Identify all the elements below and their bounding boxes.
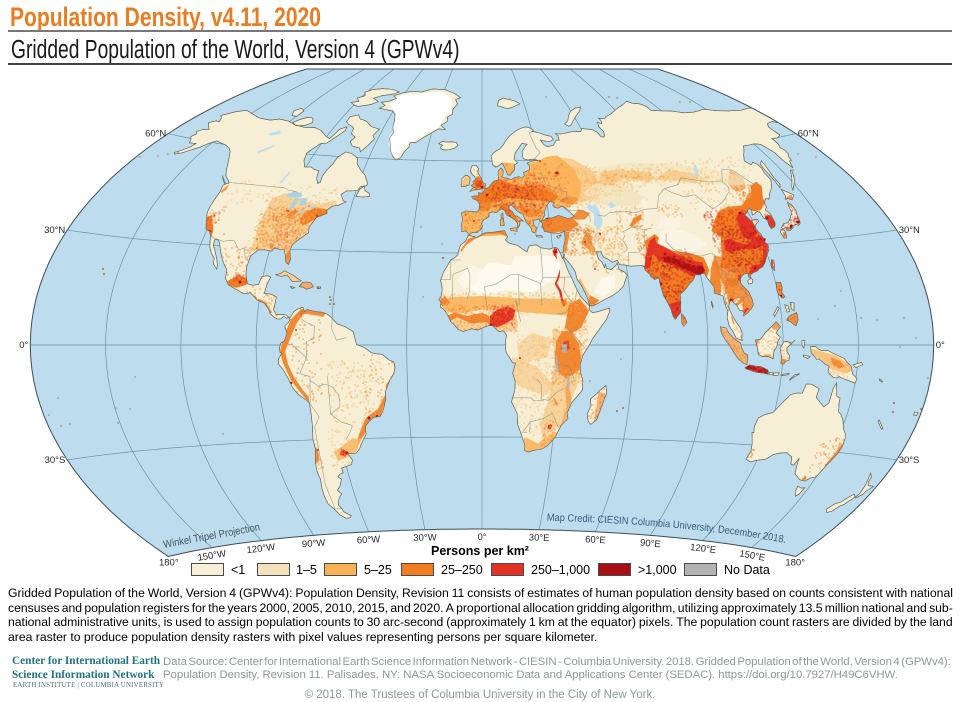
svg-text:90°E: 90°E (640, 538, 662, 551)
svg-text:150°W: 150°W (197, 548, 227, 563)
svg-text:30°S: 30°S (899, 455, 920, 466)
svg-text:0°: 0° (19, 340, 28, 351)
svg-text:60°W: 60°W (357, 534, 381, 546)
svg-text:60°N: 60°N (145, 129, 166, 140)
svg-text:30°N: 30°N (899, 225, 920, 236)
svg-text:120°E: 120°E (689, 542, 716, 556)
svg-text:0°: 0° (477, 532, 486, 543)
svg-text:180°: 180° (159, 558, 179, 569)
svg-text:30°E: 30°E (529, 532, 550, 544)
svg-text:120°W: 120°W (246, 542, 276, 556)
svg-text:30°W: 30°W (413, 532, 437, 543)
svg-text:90°W: 90°W (302, 538, 326, 551)
svg-text:60°E: 60°E (585, 534, 606, 546)
svg-text:0°: 0° (936, 340, 945, 351)
svg-text:150°E: 150°E (738, 548, 766, 563)
svg-text:180°: 180° (785, 558, 805, 569)
svg-text:30°S: 30°S (45, 455, 66, 466)
svg-text:30°N: 30°N (44, 225, 65, 236)
svg-text:60°N: 60°N (798, 129, 819, 140)
